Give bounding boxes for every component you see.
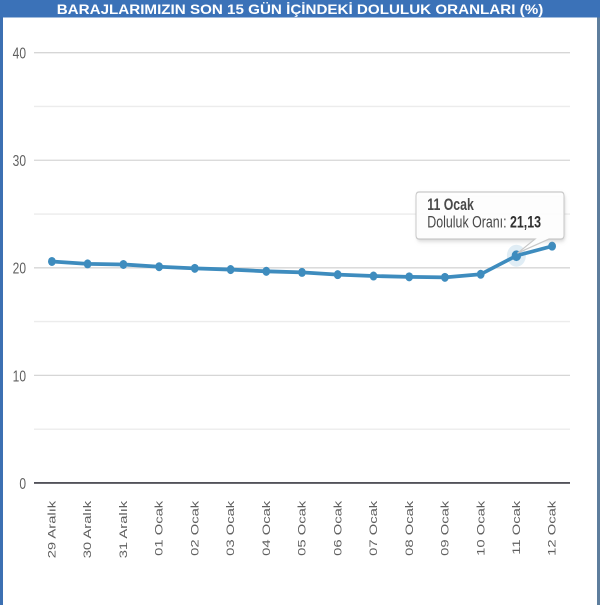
svg-text:30 Aralık: 30 Aralık	[81, 500, 94, 558]
svg-text:11 Ocak: 11 Ocak	[427, 197, 474, 215]
svg-text:30: 30	[13, 153, 26, 171]
svg-text:10: 10	[13, 368, 26, 386]
svg-text:04 Ocak: 04 Ocak	[260, 500, 273, 556]
svg-text:08 Ocak: 08 Ocak	[403, 500, 416, 556]
svg-text:10 Ocak: 10 Ocak	[474, 500, 487, 556]
svg-text:31 Aralık: 31 Aralık	[117, 500, 130, 558]
svg-text:Doluluk Oranı: 21,13: Doluluk Oranı: 21,13	[427, 214, 541, 232]
svg-text:05 Ocak: 05 Ocak	[295, 500, 308, 556]
svg-text:06 Ocak: 06 Ocak	[331, 500, 344, 556]
svg-text:29 Aralık: 29 Aralık	[45, 500, 58, 558]
svg-text:40: 40	[13, 45, 26, 63]
svg-text:11 Ocak: 11 Ocak	[510, 500, 523, 554]
svg-text:09 Ocak: 09 Ocak	[438, 500, 451, 556]
svg-text:12 Ocak: 12 Ocak	[546, 500, 559, 556]
svg-text:20: 20	[13, 260, 26, 278]
svg-text:01 Ocak: 01 Ocak	[153, 500, 166, 556]
svg-text:07 Ocak: 07 Ocak	[367, 500, 380, 556]
svg-text:0: 0	[19, 475, 26, 493]
svg-text:03 Ocak: 03 Ocak	[224, 500, 237, 556]
svg-text:02 Ocak: 02 Ocak	[188, 500, 201, 556]
svg-text:BARAJLARIMIZIN SON 15 GÜN İÇİN: BARAJLARIMIZIN SON 15 GÜN İÇİNDEKİ DOLUL…	[57, 2, 544, 18]
